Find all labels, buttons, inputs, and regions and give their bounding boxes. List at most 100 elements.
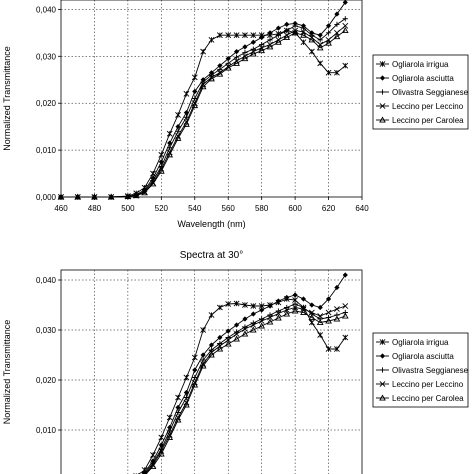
data-point: [325, 296, 332, 302]
series-line: [141, 274, 346, 474]
x-tick-label: 620: [322, 204, 336, 213]
data-point: [275, 308, 281, 314]
x-tick-label: 480: [88, 204, 102, 213]
data-point: [74, 193, 82, 200]
series-line: [61, 30, 346, 198]
x-tick-label: 640: [355, 204, 369, 213]
chart-title: Spectra at 30°: [180, 250, 243, 261]
data-point: [259, 34, 265, 41]
data-point: [300, 308, 307, 316]
data-point: [225, 334, 231, 341]
data-point: [283, 307, 290, 313]
series-line: [61, 18, 346, 198]
data-point: [242, 49, 248, 56]
data-point: [275, 314, 282, 321]
data-point: [284, 304, 290, 311]
y-tick-label: 0,020: [36, 99, 57, 108]
data-point: [266, 43, 274, 50]
data-point: [158, 434, 165, 441]
data-point: [317, 304, 323, 311]
data-point: [208, 351, 215, 358]
legend-marker: [379, 339, 386, 345]
legend-marker: [379, 381, 386, 387]
series-1: [58, 27, 349, 200]
data-point: [233, 331, 240, 337]
x-tick-label: 600: [288, 204, 302, 213]
legend-marker: [379, 103, 386, 109]
data-point: [259, 307, 265, 313]
legend-box: [372, 54, 469, 130]
legend-marker: [379, 116, 386, 123]
data-point: [342, 22, 349, 29]
legend-marker: [379, 394, 386, 401]
data-point: [267, 30, 273, 36]
data-point: [233, 59, 240, 66]
data-point: [200, 352, 206, 358]
data-point: [258, 47, 266, 54]
data-point: [300, 39, 307, 46]
data-point: [250, 32, 257, 39]
data-point: [217, 334, 223, 341]
data-point: [175, 394, 181, 401]
data-point: [249, 50, 257, 57]
data-point: [191, 354, 198, 361]
data-point: [283, 33, 291, 41]
data-point: [241, 55, 249, 62]
data-point: [258, 318, 265, 324]
data-point: [149, 180, 157, 187]
data-point: [225, 301, 232, 307]
data-point: [342, 334, 349, 341]
data-point: [334, 284, 340, 291]
data-point: [342, 16, 348, 22]
data-point: [325, 346, 332, 352]
data-point: [192, 374, 198, 381]
data-point: [341, 312, 349, 319]
data-point: [342, 62, 349, 69]
x-tick-label: 520: [155, 204, 169, 213]
legend-label: Olivastra Seggianese: [392, 366, 469, 375]
data-point: [149, 462, 157, 470]
data-point: [333, 346, 340, 352]
data-point: [191, 74, 198, 81]
data-point: [166, 151, 174, 158]
data-point: [166, 433, 174, 441]
legend: Ogliarola irrigua Ogliarola asciutta Oliva…: [372, 54, 469, 130]
data-point: [333, 33, 341, 40]
data-point: [225, 56, 231, 62]
data-point: [249, 326, 257, 333]
data-point: [292, 292, 298, 298]
legend-marker: [379, 75, 386, 81]
data-point: [267, 303, 273, 309]
data-point: [141, 189, 148, 196]
data-point: [216, 32, 223, 39]
data-point: [158, 151, 165, 158]
series-1: [133, 296, 349, 474]
series-2: [58, 0, 348, 200]
legend: Ogliarola irrigua Ogliarola asciutta Oliva…: [372, 332, 469, 408]
data-point: [308, 309, 315, 316]
data-point: [259, 41, 265, 48]
data-point: [275, 38, 282, 45]
data-point: [325, 39, 332, 46]
data-point: [225, 32, 232, 39]
x-tick-label: 500: [121, 204, 135, 213]
data-point: [333, 29, 340, 36]
data-point: [267, 314, 273, 321]
x-tick-label: 460: [54, 204, 68, 213]
data-point: [216, 304, 223, 311]
data-point: [333, 315, 341, 322]
data-point: [107, 193, 115, 200]
data-point: [183, 120, 190, 127]
data-point: [284, 294, 290, 301]
data-point: [183, 90, 190, 97]
data-point: [333, 69, 340, 76]
series-2: [141, 272, 348, 474]
series-3: [142, 301, 348, 474]
data-point: [284, 27, 290, 34]
series-5: [143, 307, 349, 474]
data-point: [124, 193, 132, 200]
data-point: [275, 32, 281, 38]
data-point: [91, 193, 98, 200]
data-point: [333, 306, 340, 312]
